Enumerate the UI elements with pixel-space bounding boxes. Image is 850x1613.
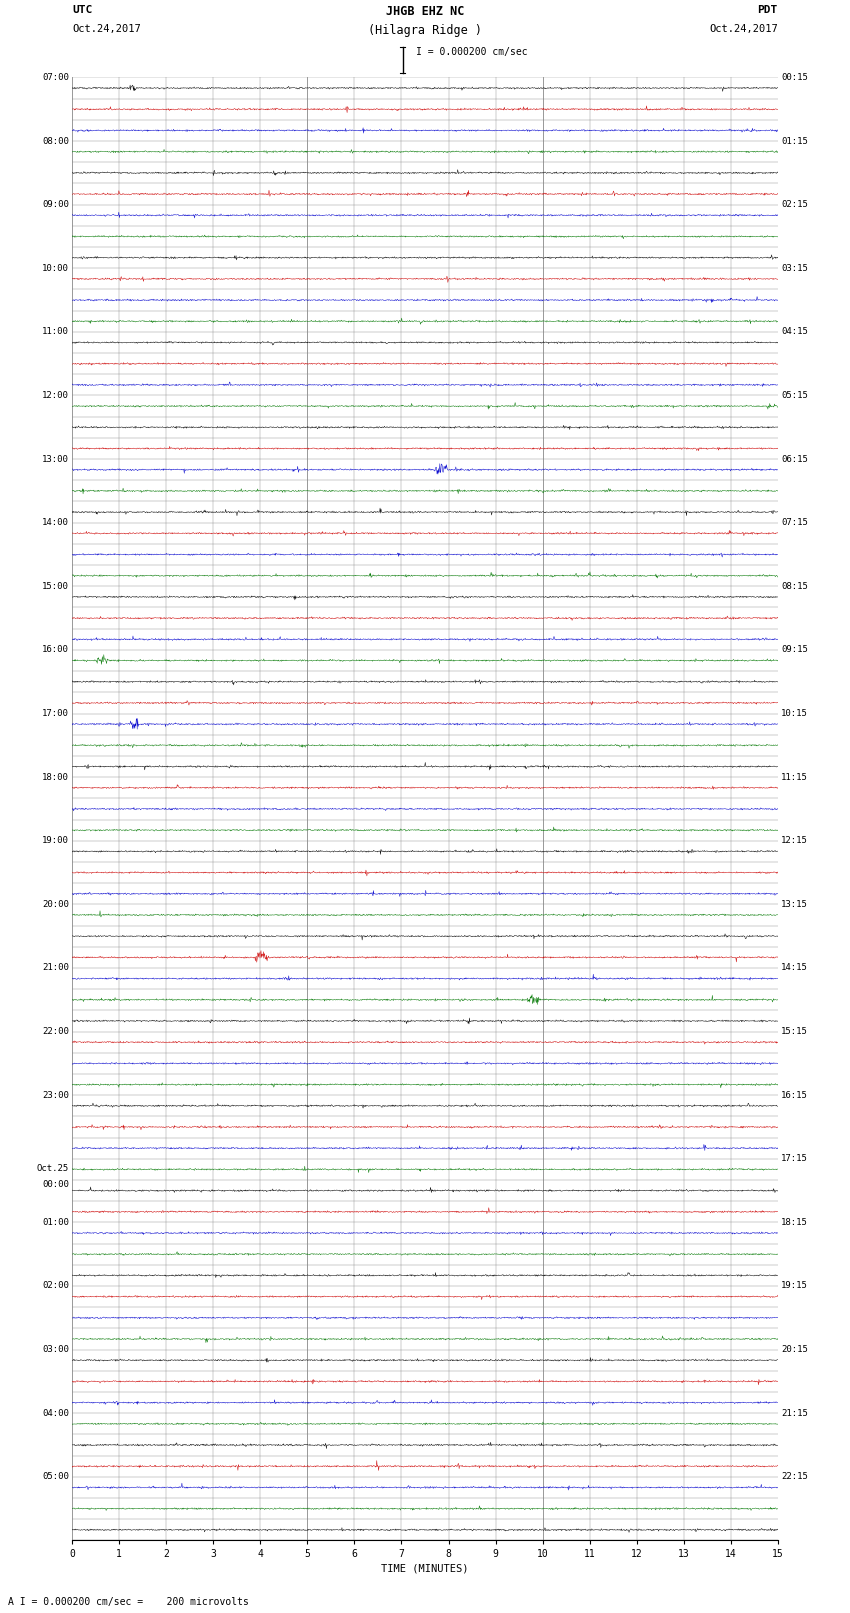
Text: 14:00: 14:00 xyxy=(42,518,69,527)
Text: 07:00: 07:00 xyxy=(42,73,69,82)
Text: 22:00: 22:00 xyxy=(42,1027,69,1036)
Text: A I = 0.000200 cm/sec =    200 microvolts: A I = 0.000200 cm/sec = 200 microvolts xyxy=(8,1597,249,1607)
Text: 01:15: 01:15 xyxy=(781,137,808,145)
Text: 13:00: 13:00 xyxy=(42,455,69,463)
Text: 17:15: 17:15 xyxy=(781,1155,808,1163)
Text: 18:00: 18:00 xyxy=(42,773,69,782)
Text: 21:15: 21:15 xyxy=(781,1408,808,1418)
Text: 13:15: 13:15 xyxy=(781,900,808,908)
Text: 02:15: 02:15 xyxy=(781,200,808,210)
Text: 04:15: 04:15 xyxy=(781,327,808,337)
Text: 16:15: 16:15 xyxy=(781,1090,808,1100)
Text: 16:00: 16:00 xyxy=(42,645,69,655)
Text: 22:15: 22:15 xyxy=(781,1473,808,1481)
Text: I = 0.000200 cm/sec: I = 0.000200 cm/sec xyxy=(416,47,528,58)
Text: Oct.24,2017: Oct.24,2017 xyxy=(72,24,141,34)
Text: 23:00: 23:00 xyxy=(42,1090,69,1100)
Text: JHGB EHZ NC: JHGB EHZ NC xyxy=(386,5,464,18)
Text: 03:00: 03:00 xyxy=(42,1345,69,1353)
Text: (Hilagra Ridge ): (Hilagra Ridge ) xyxy=(368,24,482,37)
Text: Oct.24,2017: Oct.24,2017 xyxy=(709,24,778,34)
Text: 11:00: 11:00 xyxy=(42,327,69,337)
Text: 05:15: 05:15 xyxy=(781,390,808,400)
Text: 08:00: 08:00 xyxy=(42,137,69,145)
Text: 20:15: 20:15 xyxy=(781,1345,808,1353)
Text: 05:00: 05:00 xyxy=(42,1473,69,1481)
Text: 01:00: 01:00 xyxy=(42,1218,69,1227)
Text: 19:00: 19:00 xyxy=(42,836,69,845)
Text: 18:15: 18:15 xyxy=(781,1218,808,1227)
Text: UTC: UTC xyxy=(72,5,93,15)
Text: 00:00: 00:00 xyxy=(42,1179,69,1189)
Text: 10:15: 10:15 xyxy=(781,710,808,718)
Text: PDT: PDT xyxy=(757,5,778,15)
Text: 12:15: 12:15 xyxy=(781,836,808,845)
Text: 11:15: 11:15 xyxy=(781,773,808,782)
Text: 00:15: 00:15 xyxy=(781,73,808,82)
Text: 12:00: 12:00 xyxy=(42,390,69,400)
Text: 14:15: 14:15 xyxy=(781,963,808,973)
Text: 19:15: 19:15 xyxy=(781,1281,808,1290)
Text: 07:15: 07:15 xyxy=(781,518,808,527)
X-axis label: TIME (MINUTES): TIME (MINUTES) xyxy=(382,1563,468,1574)
Text: 09:00: 09:00 xyxy=(42,200,69,210)
Text: 02:00: 02:00 xyxy=(42,1281,69,1290)
Text: 10:00: 10:00 xyxy=(42,265,69,273)
Text: Oct.25: Oct.25 xyxy=(37,1163,69,1173)
Text: 17:00: 17:00 xyxy=(42,710,69,718)
Text: 04:00: 04:00 xyxy=(42,1408,69,1418)
Text: 06:15: 06:15 xyxy=(781,455,808,463)
Text: 09:15: 09:15 xyxy=(781,645,808,655)
Text: 15:00: 15:00 xyxy=(42,582,69,590)
Text: 15:15: 15:15 xyxy=(781,1027,808,1036)
Text: 21:00: 21:00 xyxy=(42,963,69,973)
Text: 03:15: 03:15 xyxy=(781,265,808,273)
Text: 20:00: 20:00 xyxy=(42,900,69,908)
Text: 08:15: 08:15 xyxy=(781,582,808,590)
